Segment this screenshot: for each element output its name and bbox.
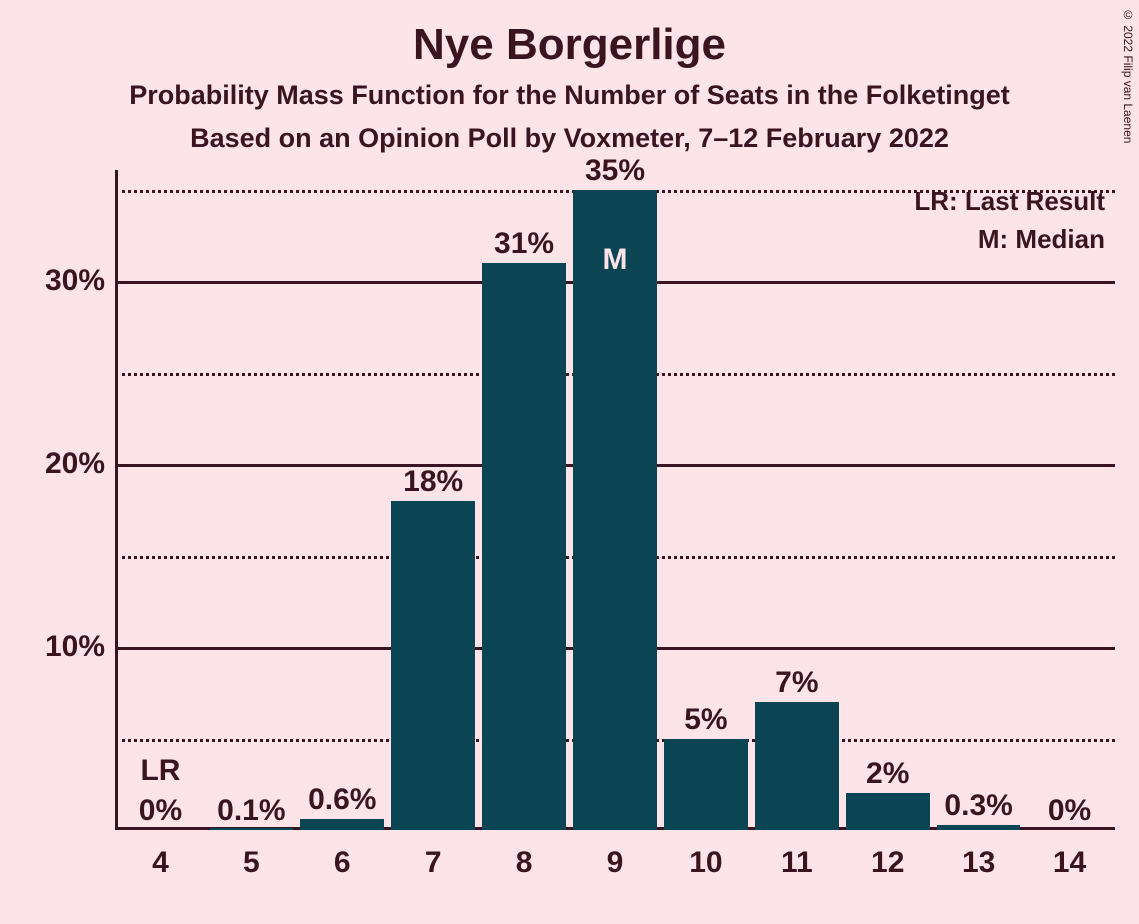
bar-value-label: 18% [403, 465, 463, 499]
bar [210, 828, 294, 830]
bar [664, 739, 748, 830]
bar [573, 190, 657, 830]
x-tick-label: 13 [962, 846, 995, 880]
bar [846, 793, 930, 830]
x-tick-label: 8 [516, 846, 533, 880]
bar [300, 819, 384, 830]
last-result-marker: LR [140, 754, 180, 788]
y-tick-label: 20% [25, 447, 105, 481]
x-tick-label: 9 [607, 846, 624, 880]
plot-area: LR: Last Result M: Median 10%20%30%40%LR… [115, 190, 1115, 830]
y-tick-label: 10% [25, 630, 105, 664]
x-tick-label: 7 [425, 846, 442, 880]
bar-value-label: 0% [1048, 794, 1091, 828]
bar-value-label: 35% [585, 154, 645, 188]
bar [391, 501, 475, 830]
bar [755, 702, 839, 830]
x-tick-label: 12 [871, 846, 904, 880]
bar [482, 263, 566, 830]
bar-value-label: 7% [775, 666, 818, 700]
legend-median: M: Median [978, 224, 1105, 255]
y-tick-label: 30% [25, 264, 105, 298]
bar-value-label: 0% [139, 794, 182, 828]
bar-value-label: 0.1% [217, 794, 285, 828]
bar [937, 825, 1021, 830]
y-axis [115, 170, 118, 830]
bar-value-label: 0.3% [944, 789, 1012, 823]
bar-value-label: 0.6% [308, 783, 376, 817]
median-marker: M [603, 243, 628, 277]
pmf-bar-chart: LR: Last Result M: Median 10%20%30%40%LR… [0, 0, 1139, 924]
x-tick-label: 5 [243, 846, 260, 880]
x-tick-label: 11 [781, 846, 813, 880]
x-tick-label: 4 [152, 846, 169, 880]
bar-value-label: 5% [684, 703, 727, 737]
bar-value-label: 31% [494, 227, 554, 261]
x-tick-label: 10 [689, 846, 722, 880]
x-tick-label: 14 [1053, 846, 1086, 880]
x-tick-label: 6 [334, 846, 351, 880]
bar-value-label: 2% [866, 757, 909, 791]
